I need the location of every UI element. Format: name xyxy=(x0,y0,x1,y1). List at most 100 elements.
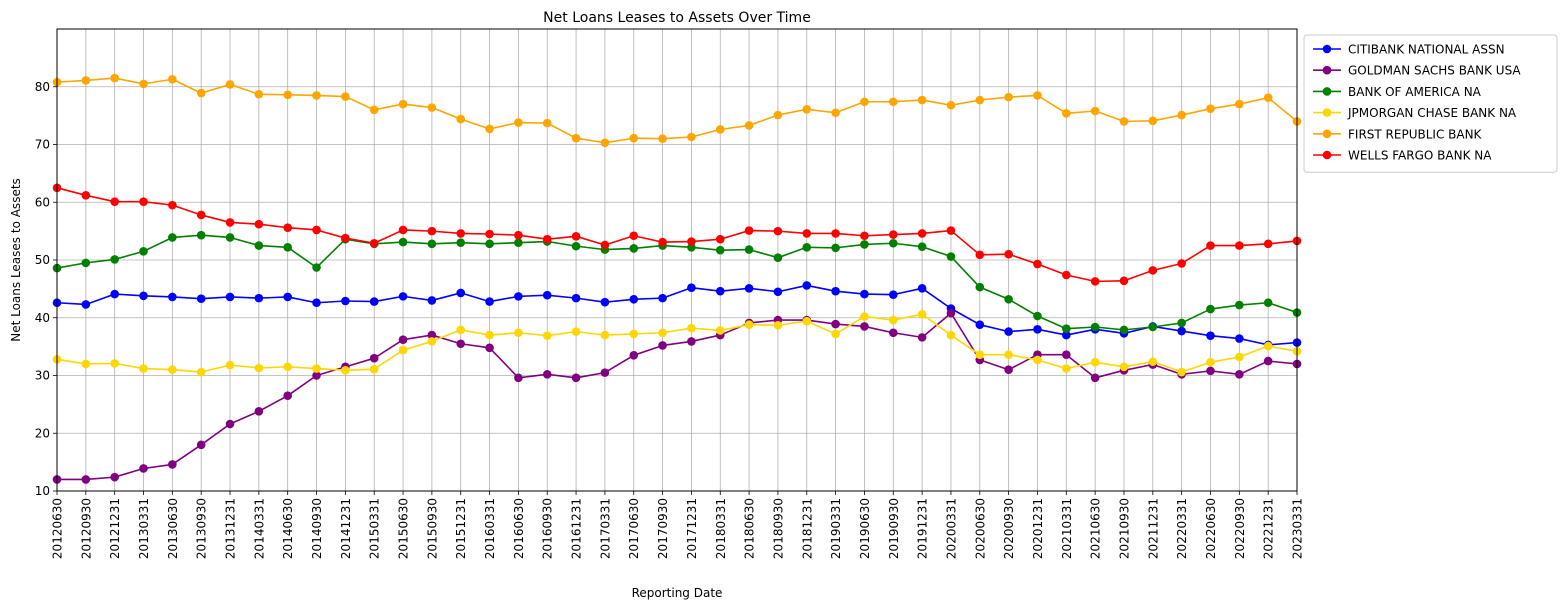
data-point xyxy=(658,134,667,144)
data-point xyxy=(1177,110,1186,120)
data-point xyxy=(196,88,206,98)
data-point xyxy=(341,233,350,243)
data-point xyxy=(831,243,840,253)
data-point xyxy=(687,323,696,333)
legend-marker xyxy=(1322,129,1332,139)
data-point xyxy=(168,365,177,375)
data-point xyxy=(773,253,783,262)
x-tick-label: 20190630 xyxy=(858,498,872,559)
data-point xyxy=(110,472,119,482)
legend-item: JPMORGAN CHASE BANK NA xyxy=(1313,106,1517,120)
data-point xyxy=(110,73,119,83)
data-point xyxy=(1090,322,1100,332)
data-point xyxy=(715,125,725,134)
data-point xyxy=(312,225,321,235)
y-tick-label: 30 xyxy=(35,369,50,383)
data-point xyxy=(1062,364,1071,373)
legend-label: BANK OF AMERICA NA xyxy=(1348,85,1482,99)
data-point xyxy=(1206,104,1215,113)
data-point xyxy=(917,309,927,319)
y-tick-label: 60 xyxy=(35,195,50,209)
data-point xyxy=(312,371,321,380)
data-point xyxy=(196,367,206,377)
data-point xyxy=(398,335,408,344)
data-point xyxy=(1119,117,1129,126)
data-point xyxy=(831,286,840,296)
x-tick-label: 20200331 xyxy=(944,498,958,559)
data-point xyxy=(81,475,91,484)
data-point xyxy=(600,240,610,250)
data-point xyxy=(831,108,840,118)
data-point xyxy=(831,329,840,339)
data-point xyxy=(427,239,437,249)
data-point xyxy=(1090,106,1100,116)
data-point xyxy=(1004,294,1013,304)
data-point xyxy=(917,95,927,105)
x-tick-label: 20131231 xyxy=(224,498,238,559)
series-line xyxy=(57,312,1298,481)
data-point xyxy=(254,293,264,303)
data-point xyxy=(139,79,148,89)
data-point xyxy=(802,242,812,252)
data-point xyxy=(514,373,523,383)
x-tick-label: 20221231 xyxy=(1262,498,1276,559)
series-group xyxy=(52,73,1302,484)
data-point xyxy=(1033,325,1042,334)
data-point xyxy=(1177,259,1186,268)
legend-item: WELLS FARGO BANK NA xyxy=(1313,149,1492,163)
data-point xyxy=(485,239,494,249)
x-tick-label: 20140630 xyxy=(281,498,295,559)
data-point xyxy=(427,103,437,112)
data-point xyxy=(860,240,869,249)
data-point xyxy=(917,283,927,293)
legend-marker xyxy=(1322,65,1332,75)
data-point xyxy=(1263,93,1273,103)
data-point xyxy=(1235,334,1244,343)
data-point xyxy=(571,327,581,336)
x-tick-label: 20160331 xyxy=(483,498,497,559)
data-point xyxy=(254,219,264,229)
data-point xyxy=(658,328,667,338)
data-point xyxy=(369,297,379,306)
data-point xyxy=(369,238,379,248)
legend-label: GOLDMAN SACHS BANK USA xyxy=(1348,64,1521,78)
legend-marker xyxy=(1322,150,1332,160)
data-point xyxy=(773,320,783,330)
data-point xyxy=(456,238,466,247)
data-point xyxy=(1235,370,1244,379)
x-tick-label: 20180331 xyxy=(714,498,728,559)
data-point xyxy=(1119,325,1129,335)
data-point xyxy=(168,200,177,210)
data-point xyxy=(1206,366,1215,376)
data-point xyxy=(456,114,466,124)
data-point xyxy=(1090,277,1100,286)
data-point xyxy=(369,105,379,115)
data-point xyxy=(1062,350,1071,360)
data-point xyxy=(110,255,119,264)
data-point xyxy=(485,124,494,134)
data-point xyxy=(888,328,898,338)
data-point xyxy=(860,322,869,331)
series-wells-fargo-bank-na xyxy=(52,183,1302,286)
x-tick-label: 20180930 xyxy=(771,498,785,559)
x-tick-label: 20230331 xyxy=(1291,498,1305,559)
data-point xyxy=(687,237,696,246)
data-point xyxy=(1119,276,1129,286)
x-tick-label: 20171231 xyxy=(685,498,699,559)
data-point xyxy=(687,283,696,293)
data-point xyxy=(975,282,985,292)
data-point xyxy=(341,296,350,306)
legend-item: GOLDMAN SACHS BANK USA xyxy=(1313,64,1521,78)
data-point xyxy=(427,226,437,236)
data-point xyxy=(254,407,264,416)
x-tick-label: 20190930 xyxy=(887,498,901,559)
data-point xyxy=(81,258,91,268)
data-point xyxy=(802,316,812,326)
data-point xyxy=(571,293,581,303)
data-point xyxy=(715,245,725,255)
legend-item: CITIBANK NATIONAL ASSN xyxy=(1313,43,1505,57)
data-point xyxy=(888,290,898,299)
data-point xyxy=(744,121,754,130)
x-tick-label: 20151231 xyxy=(454,498,468,559)
